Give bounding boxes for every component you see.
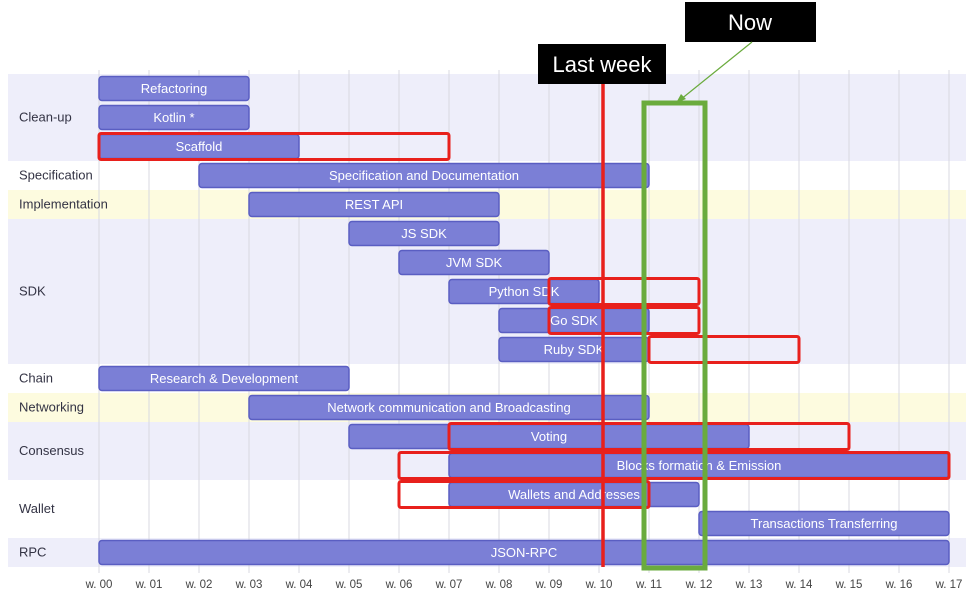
highlight-box — [647, 335, 801, 364]
highlight-boxes — [97, 132, 951, 509]
highlight-box — [447, 422, 851, 451]
x-tick-label: w. 02 — [185, 579, 213, 591]
x-tick-label: w. 00 — [85, 579, 113, 591]
task-bar — [98, 365, 350, 392]
task-bar — [348, 220, 500, 247]
task-bar — [248, 191, 500, 218]
highlight-box — [397, 451, 951, 480]
x-tick-label: w. 16 — [885, 579, 913, 591]
task-bar — [98, 104, 250, 131]
task-label: JS SDK — [401, 226, 447, 241]
x-tick-label: w. 15 — [835, 579, 863, 591]
task-label: Specification and Documentation — [329, 168, 519, 183]
x-tick-label: w. 13 — [735, 579, 763, 591]
task-bar — [398, 249, 550, 276]
x-tick-label: w. 12 — [685, 579, 713, 591]
category-label: Consensus — [19, 443, 85, 458]
x-tick-label: w. 17 — [935, 579, 963, 591]
task-label: REST API — [345, 197, 403, 212]
category-label: Chain — [19, 371, 53, 386]
task-label: Ruby SDK — [544, 342, 605, 357]
task-label: Network communication and Broadcasting — [327, 400, 571, 415]
x-tick-label: w. 03 — [235, 579, 263, 591]
markers: Last week Now — [538, 2, 816, 571]
x-tick-label: w. 05 — [335, 579, 363, 591]
highlight-box — [97, 132, 451, 161]
task-label: Transactions Transferring — [751, 516, 898, 531]
x-tick-label: w. 11 — [635, 579, 662, 591]
now-callout — [685, 2, 816, 42]
x-tick-label: w. 14 — [785, 579, 813, 591]
task-label: Scaffold — [176, 139, 223, 154]
task-label: Go SDK — [550, 313, 598, 328]
now-pointer — [679, 41, 753, 101]
task-label: JSON-RPC — [491, 545, 557, 560]
task-label: Python SDK — [489, 284, 560, 299]
task-label: Voting — [531, 429, 567, 444]
now-label: Now — [728, 10, 772, 35]
now-box — [641, 100, 708, 571]
x-tick-label: w. 09 — [535, 579, 563, 591]
x-tick-label: w. 06 — [385, 579, 413, 591]
task-label: Research & Development — [150, 371, 299, 386]
category-label: RPC — [19, 545, 46, 560]
x-tick-label: w. 01 — [135, 579, 163, 591]
task-label: Wallets and Addresses — [508, 487, 640, 502]
task-label: JVM SDK — [446, 255, 503, 270]
x-tick-label: w. 10 — [585, 579, 613, 591]
last-week-callout — [538, 44, 666, 84]
x-tick-label: w. 04 — [285, 579, 313, 591]
highlight-box — [397, 480, 651, 509]
task-bar — [198, 162, 650, 189]
category-label: Wallet — [19, 501, 55, 516]
highlight-box — [547, 306, 701, 335]
task-bar — [98, 539, 950, 566]
task-bar — [448, 278, 600, 305]
task-label: Kotlin * — [153, 110, 194, 125]
x-tick-label: w. 07 — [435, 579, 463, 591]
category-label: Implementation — [19, 197, 108, 212]
category-label: SDK — [19, 284, 46, 299]
task-label: Refactoring — [141, 81, 207, 96]
task-bar — [248, 394, 650, 421]
task-bar — [98, 75, 250, 102]
now-pointer-arrowhead — [676, 94, 686, 103]
category-label: Networking — [19, 400, 84, 415]
x-axis-ticks: w. 00 w. 01 w. 02 w. 03 w. 04 w. 05 w. 06 w. 07… — [85, 579, 963, 591]
last-week-label: Last week — [552, 52, 652, 77]
category-label: Clean-up — [19, 110, 72, 125]
category-label: Specification — [19, 168, 93, 183]
task-label: Blocks formation & Emission — [617, 458, 782, 473]
category-labels: Clean-up Specification Implementation SDK Ch… — [19, 110, 108, 560]
task-bar — [698, 510, 950, 537]
highlight-box — [547, 277, 701, 306]
x-tick-label: w. 08 — [485, 579, 513, 591]
